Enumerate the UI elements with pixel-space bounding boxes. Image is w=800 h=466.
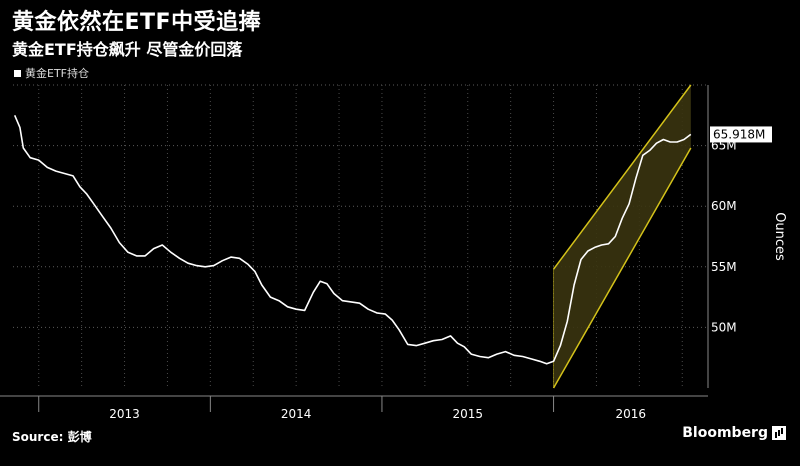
chart-title: 黄金依然在ETF中受追捧 bbox=[12, 10, 262, 35]
x-tick-label: 2016 bbox=[616, 407, 647, 421]
x-tick-label: 2015 bbox=[452, 407, 483, 421]
brand-name: Bloomberg bbox=[682, 425, 768, 441]
trend-channel-fill bbox=[553, 85, 691, 388]
last-value-box bbox=[710, 126, 772, 143]
brand-logo: Bloomberg bbox=[682, 425, 786, 441]
chart-subtitle: 黄金ETF持仓飙升 尽管金价回落 bbox=[12, 40, 243, 59]
source-note: Source: 彭博 bbox=[12, 430, 92, 444]
y-tick-label: 50M bbox=[711, 320, 737, 334]
x-tick-label: 2013 bbox=[109, 407, 140, 421]
x-tick-label: 2014 bbox=[281, 407, 312, 421]
y-tick-label: 55M bbox=[711, 260, 737, 274]
last-value-label: 65.918M bbox=[713, 127, 765, 141]
trend-channel-lower bbox=[552, 147, 692, 389]
legend: 黄金ETF持仓 bbox=[14, 65, 89, 81]
bloomberg-logo-icon bbox=[772, 426, 786, 440]
trend-channel-upper bbox=[552, 84, 692, 270]
y-axis-title: Ounces bbox=[772, 212, 787, 261]
y-tick-label: 60M bbox=[711, 199, 737, 213]
legend-label: 黄金ETF持仓 bbox=[25, 67, 89, 80]
legend-swatch bbox=[14, 69, 21, 77]
series-line bbox=[13, 114, 692, 365]
